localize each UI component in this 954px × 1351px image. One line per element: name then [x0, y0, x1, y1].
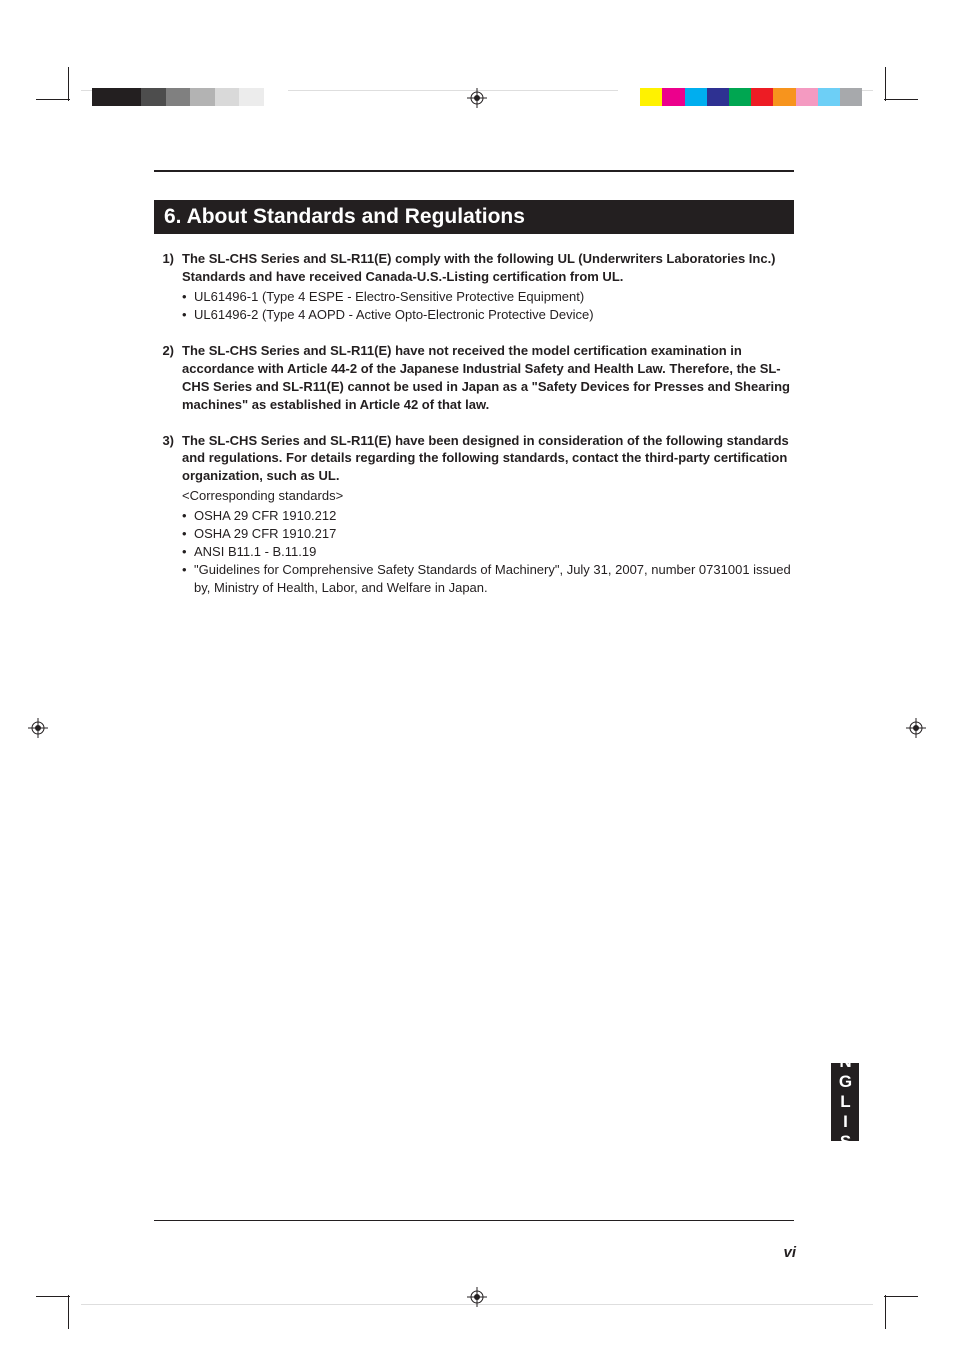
crop-mark: [885, 1295, 886, 1329]
item-body: The SL-CHS Series and SL-R11(E) have not…: [176, 342, 794, 414]
swatch: [796, 88, 818, 106]
bottom-horizontal-rule: [154, 1220, 794, 1221]
sub-label: <Corresponding standards>: [182, 487, 794, 505]
bullet-text: UL61496-2 (Type 4 AOPD - Active Opto-Ele…: [194, 306, 794, 324]
numbered-item: 2)The SL-CHS Series and SL-R11(E) have n…: [154, 342, 794, 414]
color-calibration-strip: [618, 88, 862, 106]
page-content: 6. About Standards and Regulations 1)The…: [154, 170, 794, 615]
bullet-text: OSHA 29 CFR 1910.212: [194, 507, 794, 525]
crop-mark: [884, 1296, 918, 1297]
top-horizontal-rule: [154, 170, 794, 172]
crop-mark: [68, 1295, 69, 1329]
bullet-text: "Guidelines for Comprehensive Safety Sta…: [194, 561, 794, 597]
bullet-item: •ANSI B11.1 - B.11.19: [182, 543, 794, 561]
swatch: [190, 88, 215, 106]
swatch: [729, 88, 751, 106]
swatch: [685, 88, 707, 106]
swatch: [707, 88, 729, 106]
bullet-icon: •: [182, 288, 194, 306]
page-number: vi: [783, 1244, 796, 1261]
language-tab-label: ENGLISH: [835, 1032, 855, 1172]
grayscale-calibration-strip: [92, 88, 288, 106]
swatch: [141, 88, 166, 106]
crop-mark: [884, 99, 918, 100]
swatch: [662, 88, 684, 106]
crop-mark: [36, 1296, 70, 1297]
bullet-item: •OSHA 29 CFR 1910.217: [182, 525, 794, 543]
language-tab: ENGLISH: [831, 1063, 859, 1141]
swatch: [264, 88, 289, 106]
numbered-item: 1)The SL-CHS Series and SL-R11(E) comply…: [154, 250, 794, 324]
registration-mark-icon: [467, 1287, 487, 1307]
swatch: [773, 88, 795, 106]
swatch: [618, 88, 640, 106]
bullet-icon: •: [182, 543, 194, 561]
items-list: 1)The SL-CHS Series and SL-R11(E) comply…: [154, 250, 794, 597]
bullet-item: •"Guidelines for Comprehensive Safety St…: [182, 561, 794, 597]
swatch: [751, 88, 773, 106]
item-number: 3): [154, 432, 176, 597]
item-lead-text: The SL-CHS Series and SL-R11(E) comply w…: [182, 250, 794, 286]
registration-mark-icon: [28, 718, 48, 738]
swatch: [840, 88, 862, 106]
bullet-list: •OSHA 29 CFR 1910.212•OSHA 29 CFR 1910.2…: [182, 507, 794, 597]
crop-mark: [68, 67, 69, 101]
bullet-item: •UL61496-1 (Type 4 ESPE - Electro-Sensit…: [182, 288, 794, 306]
bullet-icon: •: [182, 507, 194, 525]
bullet-list: •UL61496-1 (Type 4 ESPE - Electro-Sensit…: [182, 288, 794, 324]
crop-mark: [885, 67, 886, 101]
numbered-item: 3)The SL-CHS Series and SL-R11(E) have b…: [154, 432, 794, 597]
item-number: 1): [154, 250, 176, 324]
swatch: [117, 88, 142, 106]
swatch: [92, 88, 117, 106]
swatch: [818, 88, 840, 106]
item-lead-text: The SL-CHS Series and SL-R11(E) have bee…: [182, 432, 794, 486]
bullet-text: UL61496-1 (Type 4 ESPE - Electro-Sensiti…: [194, 288, 794, 306]
swatch: [640, 88, 662, 106]
item-body: The SL-CHS Series and SL-R11(E) have bee…: [176, 432, 794, 597]
swatch: [166, 88, 191, 106]
registration-mark-icon: [906, 718, 926, 738]
swatch: [215, 88, 240, 106]
bullet-item: •UL61496-2 (Type 4 AOPD - Active Opto-El…: [182, 306, 794, 324]
bullet-item: •OSHA 29 CFR 1910.212: [182, 507, 794, 525]
item-lead-text: The SL-CHS Series and SL-R11(E) have not…: [182, 342, 794, 414]
registration-mark-icon: [467, 88, 487, 108]
bullet-text: OSHA 29 CFR 1910.217: [194, 525, 794, 543]
bullet-icon: •: [182, 306, 194, 324]
item-number: 2): [154, 342, 176, 414]
item-body: The SL-CHS Series and SL-R11(E) comply w…: [176, 250, 794, 324]
bullet-text: ANSI B11.1 - B.11.19: [194, 543, 794, 561]
swatch: [239, 88, 264, 106]
bullet-icon: •: [182, 525, 194, 543]
crop-mark: [36, 99, 70, 100]
bullet-icon: •: [182, 561, 194, 597]
section-heading: 6. About Standards and Regulations: [154, 200, 794, 234]
